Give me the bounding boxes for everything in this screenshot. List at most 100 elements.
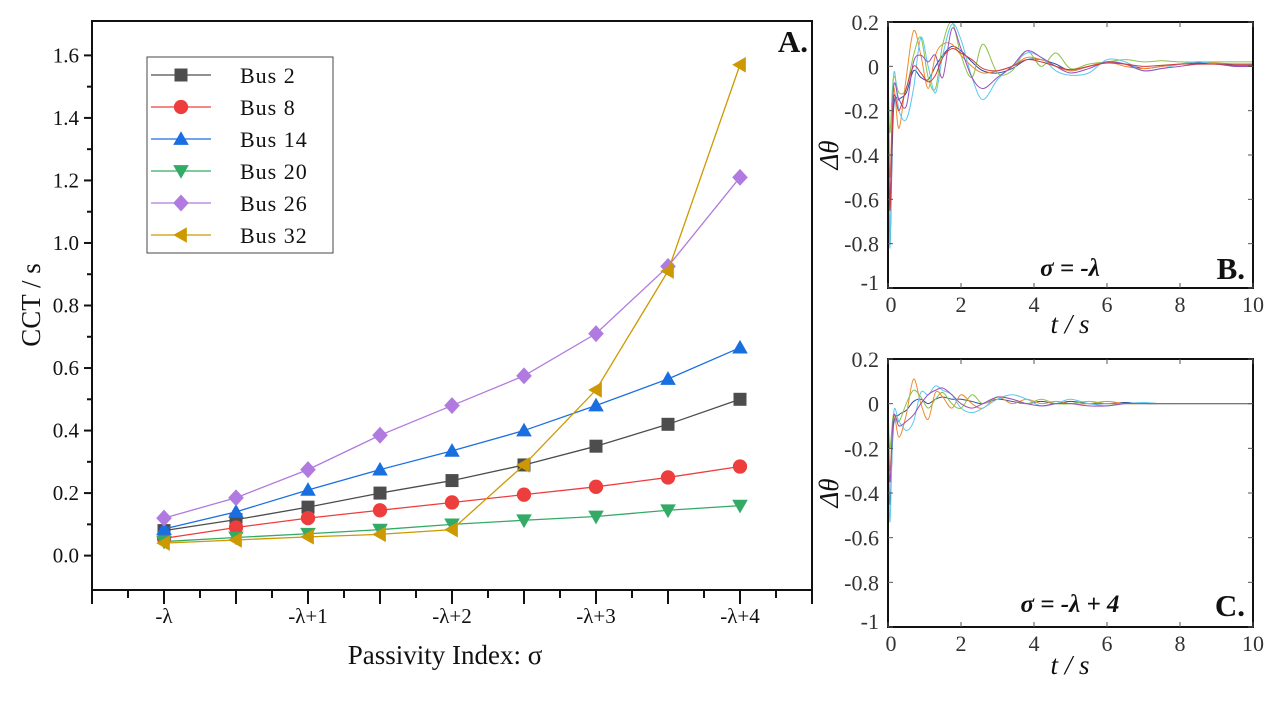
trace-line — [887, 29, 1254, 178]
trace-line — [887, 385, 1253, 523]
series-bus-14 — [156, 339, 748, 535]
data-point-circle — [516, 487, 532, 502]
x-tick-label: 6 — [1102, 631, 1113, 656]
y-tick-label: -0.6 — [844, 526, 879, 551]
x-tick-label: -λ — [155, 604, 173, 628]
y-tick-label: 1.2 — [53, 168, 79, 192]
data-point-diamond — [444, 397, 460, 414]
x-axis-label-c: t / s — [1050, 650, 1089, 680]
legend-item: Bus 20 — [151, 159, 308, 184]
data-point-triangle-left — [444, 521, 458, 538]
axes-c: 0.2 0 -0.2 -0.4 -0.6 -0.8 -1 0 2 4 6 8 10 — [844, 347, 1264, 656]
legend-label: Bus 26 — [240, 191, 308, 216]
y-tick-label: 1.6 — [53, 43, 79, 67]
trace-line — [887, 396, 1253, 505]
y-tick-label: -0.4 — [844, 143, 879, 168]
data-point-square — [445, 474, 459, 488]
x-tick-label: -λ+2 — [432, 604, 472, 628]
data-point-square — [301, 500, 315, 514]
data-point-circle — [588, 479, 604, 494]
x-tick-label: 8 — [1175, 631, 1186, 656]
panel-b-time-response: 0.2 0 -0.2 -0.4 -0.6 -0.8 -1 0 2 4 6 8 10 Δθ t / s σ… — [814, 10, 1264, 339]
trace-line — [887, 45, 1254, 245]
data-point-triangle-down — [588, 510, 604, 525]
y-tick-label: -0.4 — [844, 481, 879, 506]
x-tick-label: 10 — [1242, 292, 1264, 317]
legend-item: Bus 2 — [151, 63, 296, 88]
data-point-square — [589, 439, 603, 453]
data-point-triangle-down — [516, 514, 532, 529]
trace-line — [887, 387, 1253, 483]
legend-marker-circle — [173, 99, 189, 115]
data-point-triangle-up — [516, 422, 532, 437]
data-point-triangle-down — [732, 499, 748, 514]
y-axis-label-b: Δθ — [814, 140, 844, 170]
data-point-triangle-left — [732, 56, 746, 73]
legend-label: Bus 14 — [240, 127, 308, 152]
panel-label-c: C. — [1215, 588, 1245, 623]
data-point-triangle-left — [300, 529, 314, 545]
y-tick-label: -0.8 — [844, 570, 879, 595]
x-tick-label: 8 — [1175, 292, 1186, 317]
data-point-diamond — [516, 367, 532, 385]
data-point-square — [373, 486, 387, 500]
data-point-diamond — [732, 168, 748, 186]
data-point-triangle-up — [300, 482, 316, 496]
data-point-triangle-left — [156, 535, 170, 551]
y-axis-label: CCT / s — [16, 263, 46, 347]
annotation-b: σ = -λ — [1040, 255, 1100, 282]
legend-marker-square — [174, 68, 188, 82]
x-tick-label: -λ+1 — [288, 604, 328, 628]
x-tick-label: -λ+4 — [720, 604, 760, 628]
series-bus-26 — [156, 168, 748, 527]
panel-label-a: A. — [778, 24, 808, 59]
data-point-circle — [732, 459, 748, 474]
y-tick-label: -0.8 — [844, 232, 879, 257]
legend-marker-triangle-down — [173, 165, 189, 179]
data-point-triangle-left — [516, 457, 530, 473]
legend-marker-triangle-up — [173, 131, 189, 145]
data-point-circle — [300, 510, 316, 526]
data-point-triangle-up — [156, 521, 172, 535]
y-tick-label: 0.2 — [852, 10, 880, 35]
y-tick-label: 0.0 — [53, 544, 79, 568]
y-tick-label: 0 — [868, 54, 879, 79]
y-tick-label: -1 — [861, 609, 879, 634]
y-tick-label: 0.2 — [852, 347, 880, 372]
data-point-triangle-up — [372, 461, 388, 476]
y-tick-label: 0 — [868, 392, 879, 417]
y-tick-label: -0.2 — [844, 99, 879, 124]
legend-box — [146, 56, 334, 254]
legend-label: Bus 20 — [240, 159, 308, 184]
data-point-triangle-left — [660, 263, 674, 279]
x-tick-label: 4 — [1029, 631, 1040, 656]
legend-item: Bus 26 — [151, 191, 308, 216]
legend-label: Bus 2 — [240, 63, 296, 88]
trace-line — [887, 21, 1253, 134]
x-axis-label: Passivity Index: σ — [348, 640, 543, 670]
data-point-diamond — [372, 426, 388, 444]
data-point-triangle-up — [732, 339, 748, 354]
y-tick-label: -0.2 — [844, 436, 879, 461]
x-tick-label: 4 — [1029, 292, 1040, 317]
series-bus-32 — [156, 56, 746, 551]
panel-label-b: B. — [1217, 251, 1245, 286]
x-tick-label: 10 — [1242, 631, 1264, 656]
x-axis-label-b: t / s — [1050, 309, 1089, 339]
y-tick-label: 0.4 — [53, 419, 80, 443]
panel-c-time-response: 0.2 0 -0.2 -0.4 -0.6 -0.8 -1 0 2 4 6 8 10 Δθ t / s σ… — [814, 347, 1264, 680]
y-tick-label: 1.0 — [53, 231, 79, 255]
data-point-triangle-down — [660, 504, 676, 519]
data-point-circle — [228, 520, 244, 535]
legend-label: Bus 8 — [240, 95, 296, 120]
x-tick-label: 0 — [886, 631, 897, 656]
y-tick-label: 0.2 — [53, 481, 79, 505]
series-c — [887, 378, 1253, 523]
trace-line — [887, 27, 1254, 200]
axes-b: 0.2 0 -0.2 -0.4 -0.6 -0.8 -1 0 2 4 6 8 10 — [844, 10, 1264, 317]
panel-a-cct-chart: 0.0 0.2 0.4 0.6 0.8 1.0 1.2 1.4 1.6 -λ -λ+1 -λ+2 -λ+… — [16, 20, 813, 670]
data-point-triangle-left — [228, 532, 242, 548]
data-point-diamond — [156, 509, 172, 527]
y-axis-label-c: Δθ — [814, 478, 844, 508]
